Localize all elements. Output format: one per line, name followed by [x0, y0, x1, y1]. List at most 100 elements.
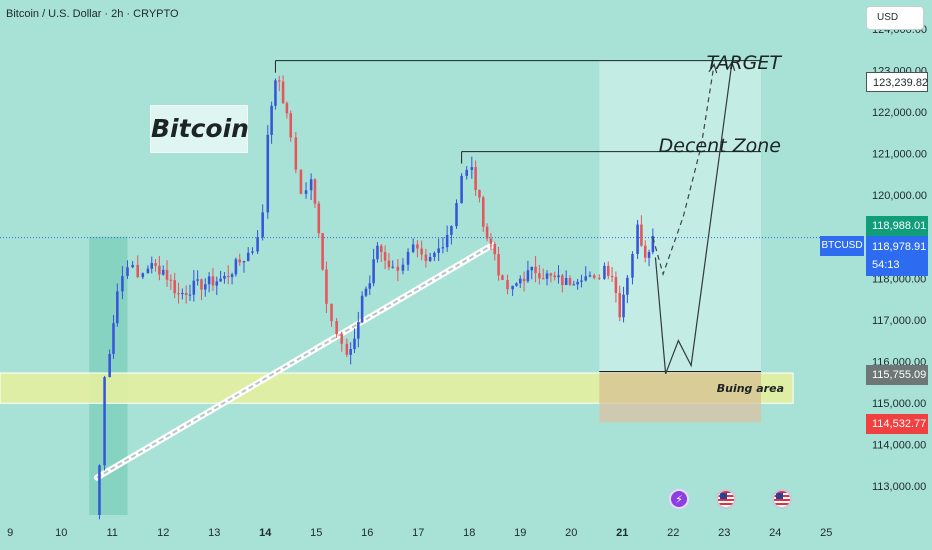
- candle-body: [103, 377, 106, 466]
- candle-body: [207, 276, 211, 285]
- candle-body: [610, 275, 614, 278]
- candle-body: [230, 274, 234, 278]
- candle-body: [526, 270, 530, 282]
- x-tick-label: 17: [412, 527, 424, 539]
- x-tick-label: 12: [157, 527, 169, 539]
- us-flag-icon[interactable]: [716, 489, 736, 509]
- candle-body: [391, 266, 395, 268]
- buy-top-price-tag: 115,755.09: [866, 365, 928, 385]
- x-tick-label: 22: [667, 527, 679, 539]
- candle-body: [184, 292, 188, 296]
- candle-body: [165, 269, 169, 280]
- y-tick-label: 113,000.00: [872, 481, 926, 493]
- x-tick-label: 18: [463, 527, 475, 539]
- candle-body: [242, 261, 246, 263]
- x-tick-label: 16: [361, 527, 373, 539]
- candle-body: [549, 273, 553, 276]
- candle-body: [330, 303, 333, 322]
- forecast-zone-box: [599, 60, 762, 423]
- candle-body: [572, 284, 576, 286]
- candle-body: [158, 265, 161, 275]
- x-tick-label: 19: [514, 527, 526, 539]
- candle-body: [277, 80, 281, 82]
- candle-body: [538, 273, 541, 279]
- candle-countdown: 54:13: [872, 259, 900, 271]
- candle-body: [309, 179, 313, 191]
- y-tick-label: 115,000.00: [872, 398, 926, 410]
- support-trendline-inner: [96, 244, 493, 479]
- candle-body: [266, 134, 270, 213]
- candle-body: [131, 264, 134, 268]
- candle-body: [317, 203, 321, 234]
- current-price-tag: 118,978.91 54:13: [866, 236, 928, 276]
- candle-body: [281, 81, 285, 104]
- candle-body: [372, 259, 375, 284]
- candle-body: [584, 276, 587, 281]
- candle-body: [592, 275, 596, 278]
- candle-body: [618, 292, 621, 318]
- candle-body: [150, 263, 154, 269]
- candle-body: [626, 277, 629, 295]
- candle-body: [360, 295, 364, 323]
- candle-body: [112, 323, 115, 354]
- flash-icon[interactable]: ⚡: [669, 489, 689, 509]
- candle-body: [474, 167, 477, 190]
- candle-body: [406, 251, 410, 265]
- candle-body: [478, 189, 481, 198]
- candle-body: [651, 235, 655, 253]
- x-tick-label: 24: [769, 527, 781, 539]
- candle-body: [489, 238, 493, 244]
- symbol-tag[interactable]: BTCUSD: [820, 236, 864, 256]
- candle-body: [497, 254, 500, 276]
- candle-body: [274, 80, 277, 106]
- y-tick-label: 117,000.00: [872, 315, 926, 327]
- candle-body: [493, 243, 497, 255]
- chart-title: Bitcoin / U.S. Dollar · 2h · CRYPTO: [6, 8, 179, 20]
- candle-body: [465, 169, 468, 176]
- candle-body: [226, 275, 230, 278]
- candle-body: [325, 269, 328, 304]
- candle-body: [181, 292, 184, 295]
- candle-body: [501, 275, 504, 281]
- candle-body: [433, 252, 436, 257]
- candle-body: [530, 266, 534, 271]
- y-tick-label: 122,000.00: [872, 107, 927, 119]
- candle-body: [455, 203, 458, 227]
- projection-dashed-arrowhead: [708, 63, 718, 74]
- candle-body: [219, 278, 222, 282]
- x-tick-label: 20: [565, 527, 577, 539]
- y-tick-label: 118,000.00: [872, 273, 926, 285]
- candle-body: [576, 281, 579, 285]
- y-tick-label: 121,000.00: [872, 149, 927, 161]
- candle-body: [518, 278, 522, 284]
- candle-body: [416, 244, 419, 249]
- candle-body: [196, 279, 199, 281]
- candle-body: [285, 103, 289, 114]
- us-flag-icon[interactable]: [772, 489, 792, 509]
- candle-body: [246, 252, 250, 262]
- candle-body: [161, 269, 165, 275]
- buying-area-inner-box: [599, 371, 762, 423]
- candle-body: [173, 280, 176, 294]
- x-tick-label: 11: [107, 527, 118, 539]
- candle-body: [211, 276, 215, 286]
- candle-body: [506, 280, 509, 290]
- y-tick-label: 120,000.00: [872, 190, 927, 202]
- candle-body: [368, 283, 372, 289]
- candle-body: [437, 248, 440, 253]
- candle-body: [154, 263, 157, 266]
- x-tick-label: 23: [718, 527, 730, 539]
- candle-body: [588, 275, 592, 277]
- candle-body: [169, 279, 173, 281]
- currency-button[interactable]: USD: [866, 6, 924, 30]
- candle-body: [204, 284, 207, 290]
- candle-body: [299, 169, 303, 194]
- candle-body: [304, 190, 308, 194]
- candle-body: [98, 465, 101, 515]
- current-price-value: 118,978.91: [872, 241, 927, 253]
- candle-body: [136, 264, 139, 278]
- candle-body: [340, 334, 344, 344]
- candle-body: [146, 268, 150, 274]
- candle-body: [335, 321, 338, 335]
